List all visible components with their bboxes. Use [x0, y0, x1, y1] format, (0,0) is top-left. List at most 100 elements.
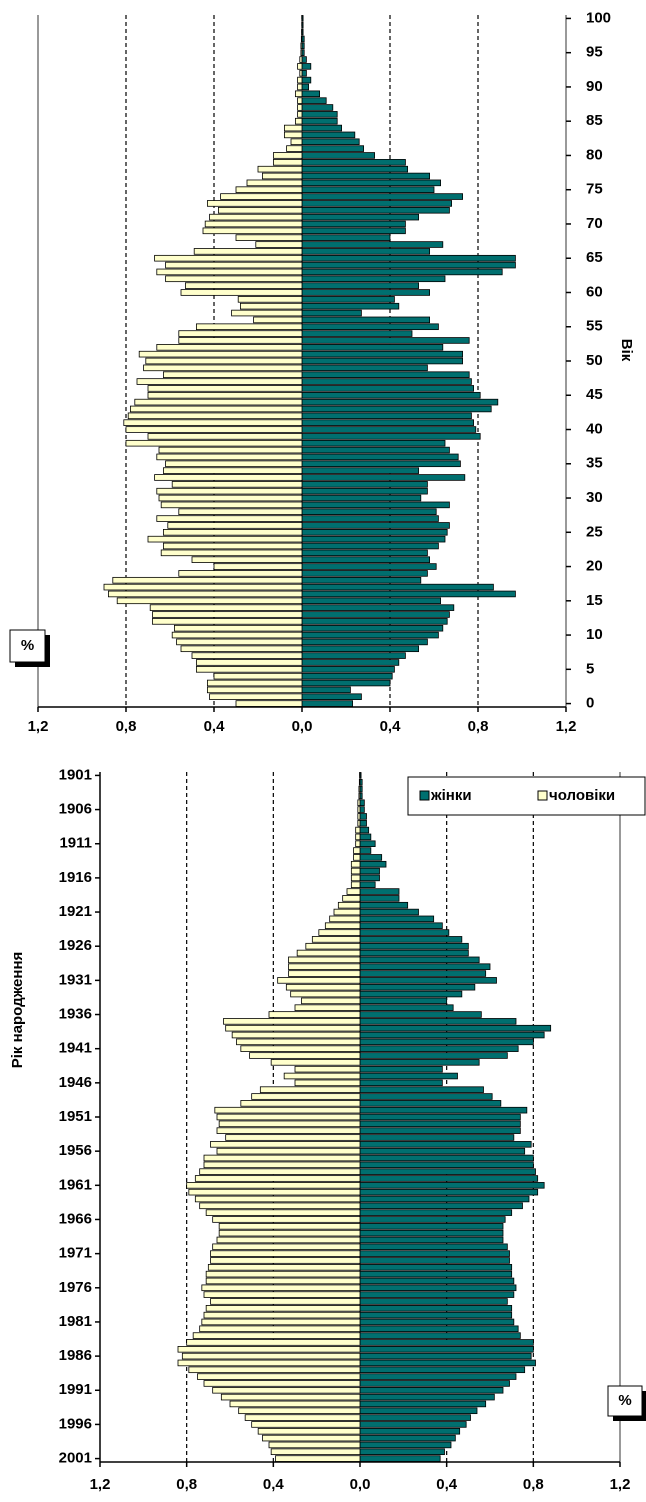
bar: [301, 323, 439, 331]
bar: [216, 1236, 361, 1244]
bar: [359, 970, 487, 977]
y-tick-label: 1936: [59, 1005, 92, 1022]
unit-box: [9, 629, 46, 663]
bar: [301, 254, 516, 262]
bar: [156, 453, 303, 461]
bar: [359, 1004, 454, 1011]
bar: [239, 302, 303, 310]
bar: [359, 977, 497, 984]
bar: [301, 563, 437, 570]
bar: [165, 275, 303, 283]
bar: [262, 1434, 361, 1442]
bar: [147, 385, 303, 392]
y-tick-label: 1986: [59, 1347, 92, 1364]
y-axis-title: Рік народження: [9, 952, 26, 1069]
bar: [301, 152, 375, 159]
legend-label: жінки: [430, 787, 472, 804]
y-tick-label: 65: [586, 249, 603, 266]
bar: [237, 296, 303, 303]
bar: [301, 97, 327, 104]
bar: [297, 76, 303, 84]
bar: [173, 624, 303, 632]
bar: [301, 111, 338, 118]
bar: [283, 131, 303, 139]
y-tick-label: 1976: [59, 1279, 92, 1296]
bar: [359, 1079, 443, 1087]
bar: [301, 241, 444, 248]
bar: [359, 963, 491, 970]
bar: [359, 1188, 539, 1196]
bar: [359, 1455, 441, 1462]
bar: [212, 1386, 361, 1394]
bar: [301, 439, 446, 447]
bar: [301, 398, 499, 406]
y-tick-label: 85: [586, 112, 603, 129]
bar: [359, 1414, 471, 1421]
bar: [350, 860, 361, 868]
bar: [350, 881, 361, 888]
bar: [301, 63, 312, 70]
bar: [225, 1134, 361, 1141]
bar: [359, 1386, 504, 1394]
bar: [301, 234, 391, 241]
bar: [288, 963, 361, 970]
bar: [301, 227, 406, 235]
bar: [346, 888, 361, 895]
bar: [188, 1366, 361, 1374]
bar: [359, 1202, 523, 1210]
y-tick-label: 1941: [59, 1040, 92, 1057]
bar: [205, 1305, 361, 1312]
bar: [359, 1311, 513, 1319]
y-tick-label: 1926: [59, 937, 92, 954]
bar: [358, 778, 361, 786]
bar: [358, 792, 361, 800]
bar: [301, 433, 481, 440]
bar: [195, 323, 303, 331]
bar: [359, 1154, 534, 1162]
bar: [301, 426, 477, 433]
bar: [301, 549, 428, 557]
bar: [359, 1250, 510, 1257]
bar: [154, 254, 303, 262]
bar: [300, 42, 303, 50]
bar: [205, 1277, 361, 1285]
bar: [301, 69, 307, 77]
bar: [103, 583, 303, 591]
bar: [178, 570, 303, 577]
bar: [301, 76, 312, 84]
bar: [178, 330, 303, 337]
bar: [359, 1120, 521, 1128]
y-tick-label: 1906: [59, 801, 92, 818]
bar: [188, 1188, 361, 1196]
bar: [359, 1134, 515, 1141]
y-tick-label: 95: [586, 44, 603, 61]
x-tick-label: 1,2: [90, 1476, 111, 1493]
bar: [301, 556, 430, 563]
bar: [301, 522, 450, 529]
bar: [180, 645, 303, 653]
bar: [359, 833, 372, 841]
x-tick-label: 0,0: [350, 1476, 371, 1493]
bar: [231, 309, 303, 317]
bar: [301, 330, 413, 337]
bar: [355, 826, 361, 834]
bar: [301, 337, 470, 344]
bar: [359, 1434, 456, 1442]
bar: [359, 1086, 484, 1093]
bar: [301, 659, 400, 666]
bar: [301, 645, 419, 653]
bar: [301, 487, 428, 495]
bar: [359, 1325, 519, 1333]
bar: [297, 104, 303, 111]
bar: [359, 1018, 517, 1025]
bar: [301, 453, 459, 461]
bar: [359, 1127, 521, 1134]
bar: [301, 138, 360, 146]
bar: [359, 1380, 510, 1387]
bar: [359, 888, 400, 895]
bar: [270, 1448, 361, 1456]
y-tick-label: 60: [586, 283, 603, 300]
bar: [359, 983, 476, 991]
bar: [195, 666, 303, 673]
